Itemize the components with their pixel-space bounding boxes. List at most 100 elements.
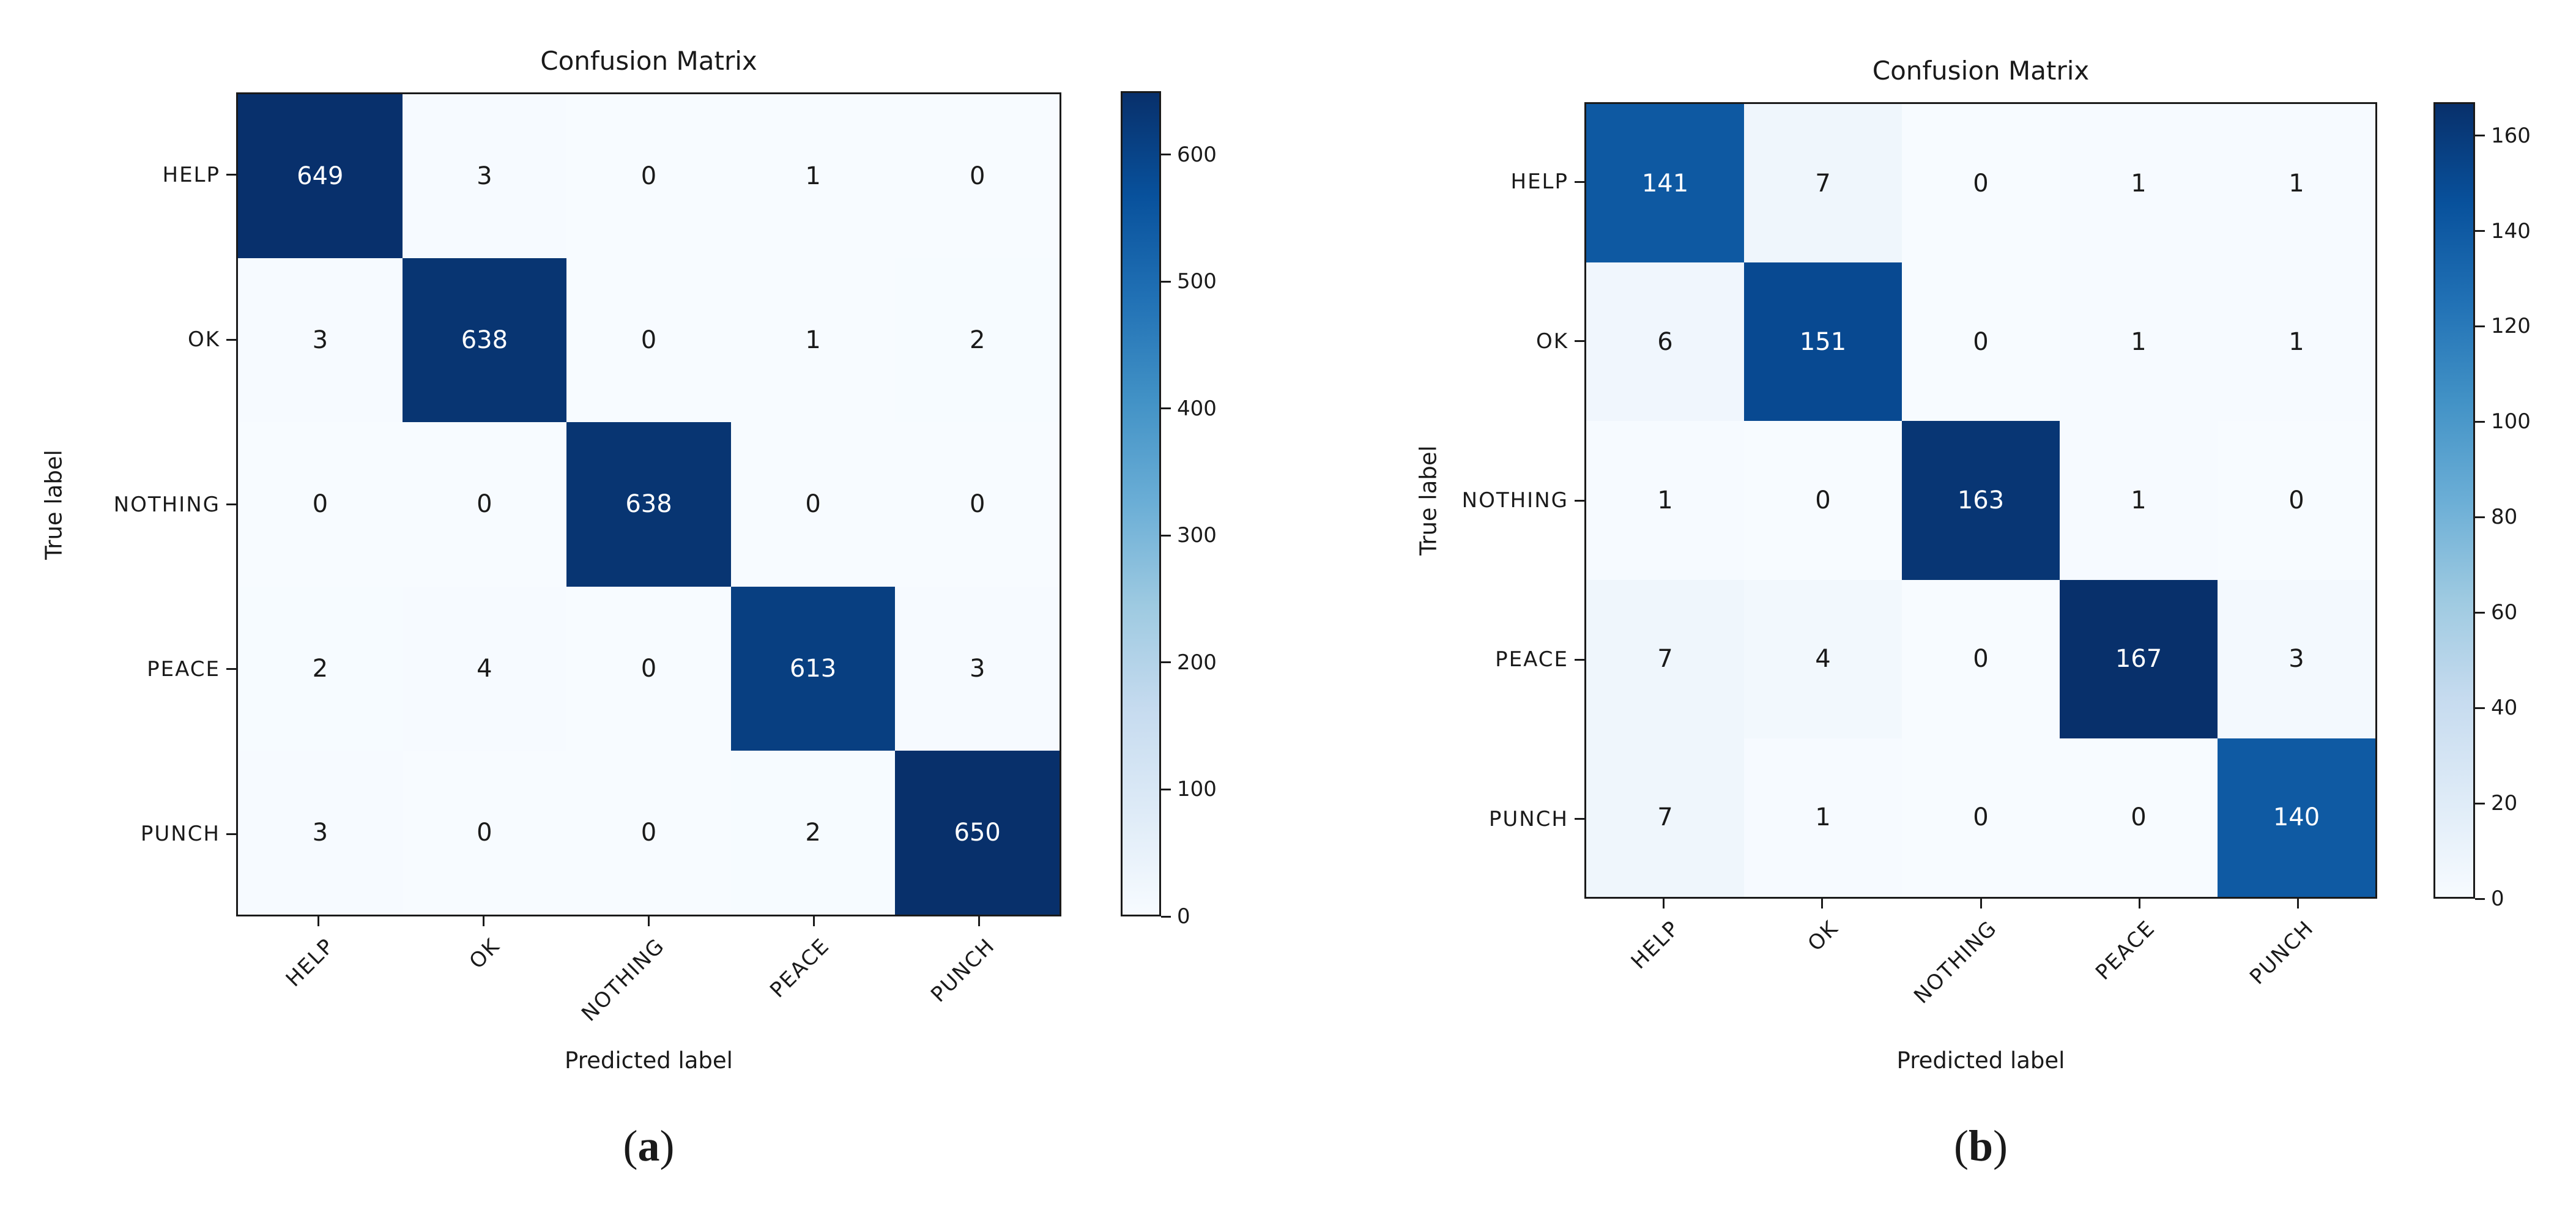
- colorbar-tick: [2475, 230, 2485, 232]
- heatmap-cell: 0: [1902, 262, 2060, 422]
- heatmap-cell: 151: [1744, 262, 1902, 422]
- caption-paren-open: (: [623, 1121, 638, 1170]
- heatmap-cell: 140: [2218, 738, 2375, 897]
- x-tick-label: OK: [1803, 916, 1844, 956]
- colorbar-tick-label: 0: [2491, 886, 2504, 911]
- y-tick-label: NOTHING: [113, 492, 220, 517]
- x-axis-tick: [317, 916, 320, 926]
- heatmap-cell: 3: [238, 258, 403, 423]
- x-axis-tick: [812, 916, 815, 926]
- heatmap-cell: 3: [2218, 579, 2375, 738]
- colorbar-tick-label: 600: [1177, 142, 1217, 167]
- heatmap-cell: 0: [566, 94, 731, 259]
- colorbar-tick-label: 400: [1177, 396, 1217, 421]
- heatmap-cell: 638: [402, 258, 567, 423]
- heatmap-cell: 0: [895, 422, 1060, 587]
- y-axis-tick: [1575, 658, 1584, 661]
- colorbar-gradient: [2433, 102, 2475, 899]
- panel-caption: (a): [236, 1121, 1061, 1172]
- heatmap-cell: 1: [2218, 262, 2375, 422]
- colorbar-tick: [1161, 534, 1171, 537]
- y-tick-label: OK: [187, 327, 220, 352]
- heatmap-cell: 7: [1744, 104, 1902, 263]
- caption-letter: b: [1968, 1121, 1994, 1170]
- x-axis-tick: [483, 916, 485, 926]
- heatmap-cell: 638: [566, 422, 731, 587]
- heatmap-cell: 7: [1586, 738, 1744, 897]
- colorbar-tick-label: 160: [2491, 123, 2531, 148]
- colorbar-tick: [1161, 661, 1171, 664]
- x-axis-tick: [648, 916, 650, 926]
- heatmap-cell: 2: [895, 258, 1060, 423]
- y-tick-label: PEACE: [1495, 647, 1568, 672]
- heatmap-cell: 0: [1744, 421, 1902, 580]
- heatmap-cell: 141: [1586, 104, 1744, 263]
- heatmap-cell: 1: [2218, 104, 2375, 263]
- heatmap-cell: 1: [1586, 421, 1744, 580]
- heatmap-plot-area: 649 3 0 1 0 3 638 0 1 2 0 0 638 0 0 2 4 0 613 3 3 0 0 2 650: [236, 92, 1061, 916]
- y-tick-label: OK: [1535, 329, 1568, 354]
- heatmap-cell: 0: [1902, 579, 2060, 738]
- colorbar-tick: [2475, 802, 2485, 804]
- heatmap-cell: 1: [2060, 421, 2218, 580]
- x-axis-title: Predicted label: [1896, 1047, 2065, 1074]
- y-tick-label: PUNCH: [140, 822, 220, 847]
- heatmap-cell: 2: [238, 586, 403, 751]
- heatmap-cell: 0: [895, 94, 1060, 259]
- heatmap-cell: 1: [730, 258, 896, 423]
- heatmap-cell: 613: [730, 586, 896, 751]
- y-axis-tick: [1575, 818, 1584, 820]
- y-axis-tick: [1575, 340, 1584, 343]
- heatmap-cell: 0: [730, 422, 896, 587]
- heatmap-plot-area: 141 7 0 1 1 6 151 0 1 1 1 0 163 1 0 7 4 0 167 3 7 1 0 0 140: [1584, 102, 2377, 899]
- colorbar-tick: [1161, 788, 1171, 790]
- colorbar-tick-label: 40: [2491, 696, 2518, 721]
- x-tick-label: PUNCH: [926, 934, 1000, 1008]
- heatmap-cell: 1: [2060, 262, 2218, 422]
- x-tick-label: NOTHING: [1909, 916, 2002, 1009]
- colorbar-tick: [2475, 611, 2485, 614]
- heatmap-cell: 167: [2060, 579, 2218, 738]
- y-axis-tick: [226, 338, 236, 341]
- heatmap-cell: 0: [1902, 104, 2060, 263]
- x-axis-tick: [1663, 899, 1665, 908]
- heatmap-cell: 3: [238, 750, 403, 915]
- y-tick-label: PEACE: [147, 656, 220, 682]
- heatmap-cell: 0: [2218, 421, 2375, 580]
- caption-letter: a: [637, 1121, 660, 1170]
- colorbar-tick-label: 60: [2491, 600, 2518, 625]
- heatmap-cell: 0: [402, 750, 567, 915]
- heatmap-cell: 0: [566, 750, 731, 915]
- x-tick-label: OK: [464, 934, 505, 974]
- heatmap-cell: 0: [566, 586, 731, 751]
- heatmap-cell: 0: [2060, 738, 2218, 897]
- heatmap-cell: 4: [1744, 579, 1902, 738]
- x-axis-title: Predicted label: [565, 1047, 733, 1074]
- heatmap-grid: 649 3 0 1 0 3 638 0 1 2 0 0 638 0 0 2 4 0 613 3 3 0 0 2 650: [238, 94, 1060, 915]
- x-tick-label: PEACE: [765, 934, 835, 1003]
- heatmap-cell: 2: [730, 750, 896, 915]
- heatmap-cell: 4: [402, 586, 567, 751]
- chart-title: Confusion Matrix: [540, 46, 757, 76]
- heatmap-cell: 0: [402, 422, 567, 587]
- colorbar-tick: [1161, 407, 1171, 410]
- y-tick-label: PUNCH: [1488, 806, 1568, 831]
- colorbar-tick-label: 140: [2491, 218, 2531, 243]
- caption-paren-open: (: [1953, 1121, 1969, 1170]
- x-tick-label: NOTHING: [577, 934, 670, 1027]
- heatmap-cell: 649: [238, 94, 403, 259]
- y-axis-tick: [226, 668, 236, 671]
- colorbar-tick: [2475, 516, 2485, 518]
- x-axis-tick: [2296, 899, 2299, 908]
- heatmap-cell: 3: [895, 586, 1060, 751]
- colorbar-tick: [2475, 420, 2485, 423]
- x-axis-tick: [1821, 899, 1824, 908]
- confusion-matrix-panel-a: Confusion Matrix True label 649 3 0 1 0 3 638 0…: [41, 46, 1217, 1172]
- x-tick-label: PEACE: [2091, 916, 2161, 986]
- x-tick-label: HELP: [1626, 916, 1685, 975]
- colorbar-tick-label: 100: [2491, 409, 2531, 434]
- heatmap-cell: 1: [730, 94, 896, 259]
- heatmap-cell: 6: [1586, 262, 1744, 422]
- y-tick-label: HELP: [1510, 169, 1568, 195]
- colorbar-tick: [2475, 135, 2485, 137]
